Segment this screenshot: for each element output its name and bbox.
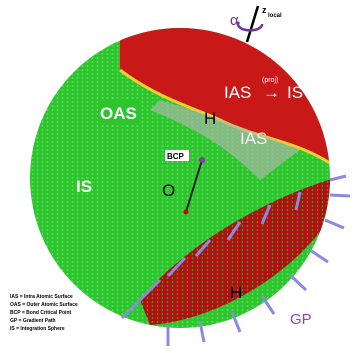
bcp-point bbox=[199, 157, 205, 163]
proj-arrow: → bbox=[263, 83, 280, 102]
legend: IAS = Intra Atomic Surface OAS = Outer A… bbox=[10, 294, 78, 332]
nucleus bbox=[184, 210, 189, 215]
legend-entry: IAS = Intra Atomic Surface bbox=[10, 294, 73, 300]
h-top-label: H bbox=[204, 109, 216, 128]
ias-label: IAS bbox=[240, 129, 267, 148]
proj-is: IS bbox=[287, 83, 303, 102]
legend-entry: BCP = Bond Critical Point bbox=[10, 310, 71, 316]
proj-ias: IAS bbox=[224, 83, 251, 102]
legend-entry: IS = Integration Sphere bbox=[10, 326, 65, 332]
z-label: z bbox=[262, 5, 267, 15]
angle-label: α bbox=[230, 12, 239, 29]
gp-label: GP bbox=[290, 311, 312, 328]
bcp-label: BCP bbox=[167, 152, 185, 161]
diagram: α z local OAS H IAS IAS (proj) → IS BCP … bbox=[0, 0, 360, 353]
legend-entry: OAS = Outer Atomic Surface bbox=[10, 302, 78, 308]
z-axis bbox=[247, 6, 258, 42]
h-bottom-label: H bbox=[230, 283, 242, 302]
z-subscript: local bbox=[268, 13, 282, 19]
is-label: IS bbox=[76, 177, 92, 196]
origin-label: O bbox=[162, 181, 175, 200]
legend-entry: GP = Gradient Path bbox=[10, 318, 56, 324]
oas-label: OAS bbox=[100, 104, 137, 123]
